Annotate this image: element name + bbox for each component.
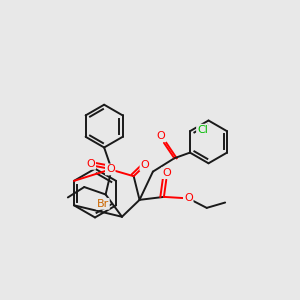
Text: O: O <box>162 168 171 178</box>
Text: O: O <box>157 131 165 141</box>
Text: Br: Br <box>97 199 109 209</box>
Text: O: O <box>106 164 115 174</box>
Text: O: O <box>140 160 149 170</box>
Text: Cl: Cl <box>197 125 208 135</box>
Text: O: O <box>184 194 193 203</box>
Text: O: O <box>86 159 95 169</box>
